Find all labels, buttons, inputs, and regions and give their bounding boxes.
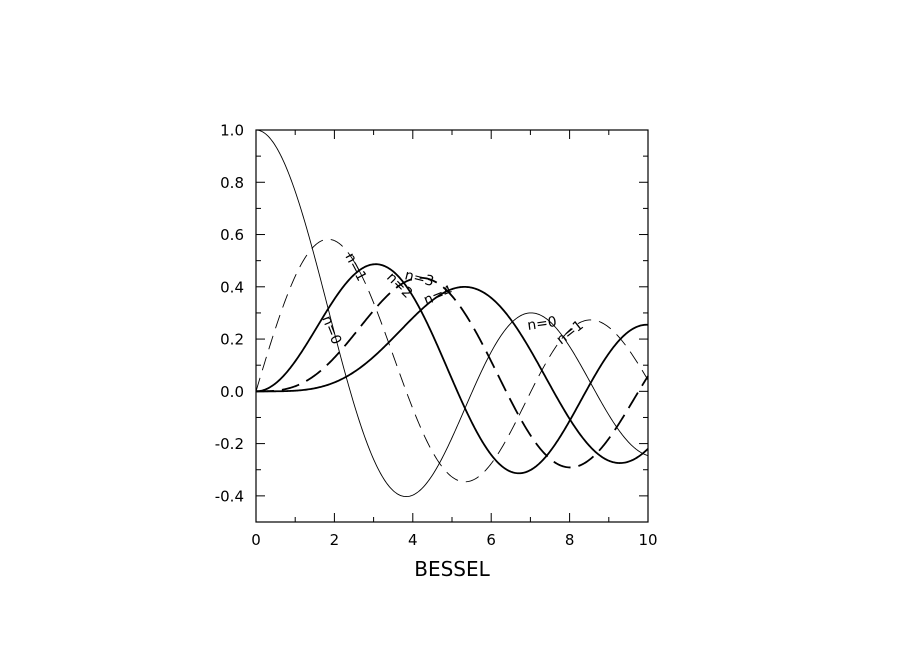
plot-frame xyxy=(255,129,649,523)
x-tick-label: 0 xyxy=(251,531,261,549)
curve-label-n0: n=0 xyxy=(318,314,344,347)
series-line-n2 xyxy=(255,263,649,475)
x-tick-label: 10 xyxy=(638,531,657,549)
x-tick-labels: 0 2 4 6 8 10 xyxy=(251,531,657,549)
x-tick-label: 8 xyxy=(565,531,575,549)
y-tick-label: -0.4 xyxy=(215,487,244,505)
y-tick-label: 0.2 xyxy=(220,331,244,349)
series-line-n4 xyxy=(256,285,649,464)
y-tick-label: 0.8 xyxy=(220,174,244,192)
x-tick-label: 6 xyxy=(486,531,496,549)
series-line-n3 xyxy=(256,276,649,469)
series-line-n1 xyxy=(255,238,649,483)
y-tick-label: 1.0 xyxy=(220,122,244,140)
x-axis-title: BESSEL xyxy=(414,557,490,581)
y-tick-label: 0.0 xyxy=(220,383,244,401)
ticks-layer xyxy=(255,129,649,523)
curve-label-n0-second: n=0 xyxy=(526,314,557,334)
curve-label-n3: n=3 xyxy=(403,267,436,290)
y-tick-labels: 1.0 0.8 0.6 0.4 0.2 0.0 -0.2 -0.4 xyxy=(215,122,244,506)
curve-label-n1: n=1 xyxy=(341,250,369,284)
y-tick-label: -0.2 xyxy=(215,435,244,453)
x-tick-label: 2 xyxy=(330,531,340,549)
series-line-n0 xyxy=(255,129,649,498)
y-tick-label: 0.6 xyxy=(220,226,244,244)
curve-labels: n=0 n=1 n=2 n=3 n=4 n=0 n=1 xyxy=(318,250,586,348)
y-tick-label: 0.4 xyxy=(220,278,244,296)
curves-layer xyxy=(255,129,649,498)
x-tick-label: 4 xyxy=(408,531,418,549)
